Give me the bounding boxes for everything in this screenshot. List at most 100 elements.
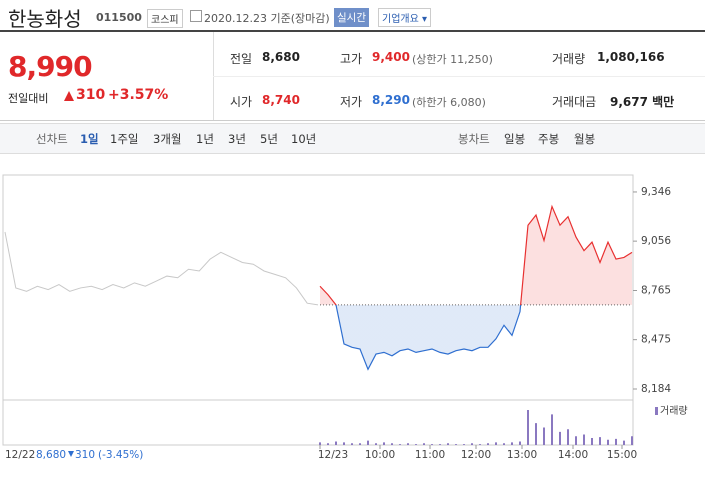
volume-bar: [319, 442, 321, 445]
volume-legend-swatch: [655, 407, 658, 415]
volume-bar: [583, 434, 585, 445]
volume-bar: [615, 438, 617, 445]
change-label: 전일대비: [8, 92, 49, 105]
chart: 9,346 9,056 8,765 8,475 8,184 거래량 12/23 10:00 11…: [2, 174, 688, 461]
candle-tab[interactable]: 월봉: [574, 132, 596, 146]
period-tab[interactable]: 3개월: [153, 132, 182, 146]
realtime-badge[interactable]: 실시간: [334, 8, 369, 27]
volume-bar: [575, 436, 577, 445]
period-tab[interactable]: 1일: [80, 132, 99, 146]
volume-bar: [327, 443, 329, 445]
stat-value: 8,290: [372, 93, 410, 107]
volume-bar: [351, 443, 353, 445]
stat-label: 전일: [230, 52, 253, 66]
volume-bar: [399, 444, 401, 445]
prev-change: 310: [75, 449, 95, 461]
volume-bar: [463, 444, 465, 445]
down-arrow: [68, 451, 74, 457]
company-info-dropdown[interactable]: 기업개요 ▾: [378, 8, 432, 27]
volume-bar: [335, 441, 337, 445]
volume-bar: [495, 442, 497, 445]
divider: [213, 76, 705, 77]
stat-value: 9,677 백만: [610, 95, 675, 109]
day-label: 12/23: [318, 449, 348, 461]
candle-tab[interactable]: 주봉: [538, 132, 560, 146]
time-label: 12:00: [461, 449, 491, 461]
stat-value: 8,740: [262, 93, 300, 107]
stat-note: (하한가 6,080): [412, 96, 486, 109]
volume-bar: [431, 444, 433, 445]
period-tab[interactable]: 1주일: [110, 132, 139, 146]
volume-bar: [407, 443, 409, 445]
volume-bar: [543, 427, 545, 445]
volume-bar: [623, 440, 625, 445]
y-tick-label: 8,184: [641, 383, 671, 395]
previous-day-line: [4, 231, 319, 306]
volume-bar: [503, 443, 505, 445]
volume-legend: 거래량: [660, 405, 688, 417]
y-tick-label: 9,346: [641, 186, 671, 198]
volume-bar: [391, 443, 393, 445]
volume-bar: [599, 437, 601, 445]
prev-date: 12/22: [5, 449, 35, 461]
period-tab[interactable]: 1년: [196, 132, 214, 146]
divider: [0, 30, 705, 32]
period-tab[interactable]: 3년: [228, 132, 246, 146]
change-pct: +3.57%: [108, 87, 169, 103]
stat-label: 저가: [340, 95, 363, 109]
volume-bar: [455, 444, 457, 445]
stat-label: 거래량: [552, 52, 586, 66]
time-label: 15:00: [607, 449, 637, 461]
volume-bar: [519, 441, 521, 445]
stat-label: 시가: [230, 95, 253, 109]
company-info: 기업개요: [382, 14, 419, 25]
time-label: 11:00: [415, 449, 445, 461]
stat-value: 8,680: [262, 50, 300, 64]
volume-bar: [343, 442, 345, 445]
stock-name: 한농화성: [8, 7, 82, 31]
volume-bar: [527, 410, 529, 445]
volume-bar: [367, 440, 369, 445]
volume-bar: [439, 444, 441, 445]
volume-bar: [607, 439, 609, 445]
calendar-icon: [190, 10, 202, 22]
volume-bar: [359, 443, 361, 445]
candle-chart-label: 봉차트: [458, 132, 490, 146]
prev-close: 8,680: [36, 449, 66, 461]
y-tick-label: 9,056: [641, 235, 671, 247]
y-tick-label: 8,475: [641, 334, 671, 346]
volume-bar: [535, 423, 537, 445]
time-label: 14:00: [558, 449, 588, 461]
stock-code: 011500: [96, 11, 142, 24]
date: 2020.12.23 기준(장마감): [204, 12, 330, 25]
volume-bar: [559, 431, 561, 445]
time-label: 13:00: [507, 449, 537, 461]
stat-label: 거래대금: [552, 95, 597, 109]
stat-value: 1,080,166: [597, 50, 665, 64]
stat-label: 고가: [340, 52, 363, 66]
volume-bar: [479, 444, 481, 445]
volume-bar: [423, 443, 425, 445]
volume-bar: [415, 444, 417, 445]
change: 310: [76, 87, 106, 103]
volume-bar: [447, 443, 449, 445]
stat-value: 9,400: [372, 50, 410, 64]
candle-tab[interactable]: 일봉: [504, 132, 526, 146]
stat-note: (상한가 11,250): [412, 53, 493, 66]
volume-bar: [551, 414, 553, 445]
period-tab[interactable]: 5년: [260, 132, 278, 146]
volume-bar: [383, 442, 385, 445]
prev-change-pct: (-3.45%): [98, 449, 143, 461]
chart-frame: [2, 174, 634, 446]
today-area: [320, 206, 632, 370]
volume-bar: [631, 436, 633, 445]
period-tab[interactable]: 10년: [291, 132, 317, 146]
divider: [0, 120, 705, 121]
tab-bar: [0, 123, 705, 154]
volume-bar: [375, 443, 377, 445]
line-chart-label: 선차트: [36, 132, 68, 146]
time-label: 10:00: [365, 449, 395, 461]
y-tick-label: 8,765: [641, 284, 671, 296]
volume-bar: [471, 443, 473, 445]
